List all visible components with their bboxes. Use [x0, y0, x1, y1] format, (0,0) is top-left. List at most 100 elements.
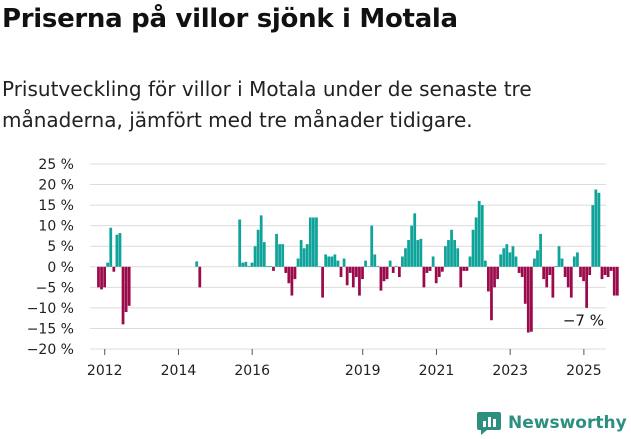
bar	[198, 266, 202, 288]
bar	[336, 260, 340, 267]
bar	[517, 266, 521, 273]
bar	[127, 266, 131, 306]
bar	[609, 266, 613, 271]
bar	[410, 225, 414, 267]
bar	[425, 266, 429, 273]
bar	[287, 266, 291, 284]
y-tick-label: 20 %	[38, 178, 74, 194]
bar	[416, 240, 420, 267]
bar	[124, 266, 128, 312]
bars	[97, 189, 619, 333]
bar	[391, 266, 395, 273]
bar	[348, 266, 352, 273]
bar	[459, 266, 463, 288]
bar	[367, 266, 371, 267]
newsworthy-brand: Newsworthy	[476, 410, 627, 436]
bar	[354, 266, 358, 278]
bar	[265, 265, 269, 267]
bar	[324, 254, 328, 267]
bar	[533, 258, 536, 267]
bar	[312, 217, 315, 267]
x-tick-label: 2012	[87, 363, 123, 379]
bar	[115, 234, 119, 267]
bar	[554, 265, 558, 267]
bar	[358, 266, 361, 296]
bar	[364, 260, 367, 267]
bar	[308, 217, 312, 267]
bar	[477, 201, 481, 267]
bar	[256, 229, 260, 267]
bar	[112, 266, 116, 272]
bar	[422, 266, 426, 288]
bar	[250, 262, 254, 267]
bar	[321, 266, 324, 298]
bar	[465, 266, 469, 271]
bar	[434, 266, 438, 284]
bar	[281, 244, 285, 267]
bar	[97, 266, 100, 288]
bar	[523, 266, 527, 304]
bar	[594, 189, 598, 267]
bar	[351, 266, 355, 288]
bar	[579, 266, 582, 278]
bar	[302, 248, 306, 267]
bar	[468, 256, 472, 267]
bar	[499, 254, 503, 267]
bar	[588, 266, 592, 275]
bar	[585, 266, 589, 308]
bar	[385, 266, 389, 280]
bar	[560, 258, 564, 267]
chart-title: Priserna på villor sjönk i Motala	[2, 4, 458, 34]
y-tick-label: 10 %	[38, 219, 74, 235]
bar	[508, 252, 512, 267]
bar	[269, 265, 272, 267]
bar	[361, 266, 364, 280]
bar	[572, 256, 576, 267]
bar	[557, 246, 561, 267]
bar	[487, 266, 490, 292]
bar	[370, 225, 374, 267]
bar	[315, 217, 318, 267]
y-tick-label: −5 %	[36, 280, 74, 296]
bar	[474, 217, 478, 267]
bar	[333, 254, 337, 267]
bar	[514, 256, 518, 267]
grid-lines	[90, 163, 606, 350]
bar	[471, 229, 475, 267]
bar	[428, 266, 432, 271]
bar	[493, 266, 496, 288]
bar	[545, 266, 549, 288]
bar	[483, 260, 487, 267]
bar	[453, 240, 457, 267]
bar	[615, 266, 619, 296]
bar	[431, 256, 435, 267]
bar	[379, 266, 383, 291]
bar	[447, 240, 450, 267]
x-axis-ticks: 2012 2014 2016 2019 2021 2023 2025	[87, 349, 602, 379]
bar	[262, 242, 266, 267]
y-axis-ticks: 25 % 20 % 15 % 10 % 5 % 0 % −5 % −10 % −15 % −20 …	[27, 157, 74, 358]
bar	[290, 266, 294, 296]
bar	[376, 265, 380, 267]
bar	[318, 266, 321, 267]
bar	[241, 262, 245, 267]
x-tick-label: 2014	[161, 363, 197, 379]
bar	[272, 266, 275, 271]
bar	[456, 248, 460, 267]
bar	[284, 266, 288, 273]
bar	[502, 248, 506, 267]
bar	[100, 266, 103, 290]
bar	[373, 254, 377, 267]
bar	[293, 266, 297, 280]
bar	[496, 266, 499, 280]
chart-subtitle: Prisutveckling för villor i Motala under…	[2, 77, 532, 132]
newsworthy-logo-icon	[477, 412, 501, 435]
bar	[606, 266, 610, 278]
brand-name: Newsworthy	[508, 413, 627, 433]
bar	[440, 266, 444, 272]
last-value-annotation: −7 %	[563, 312, 604, 330]
bar	[342, 258, 346, 267]
y-tick-label: 25 %	[38, 157, 74, 173]
bar	[259, 215, 263, 267]
x-tick-label: 2019	[345, 363, 381, 379]
